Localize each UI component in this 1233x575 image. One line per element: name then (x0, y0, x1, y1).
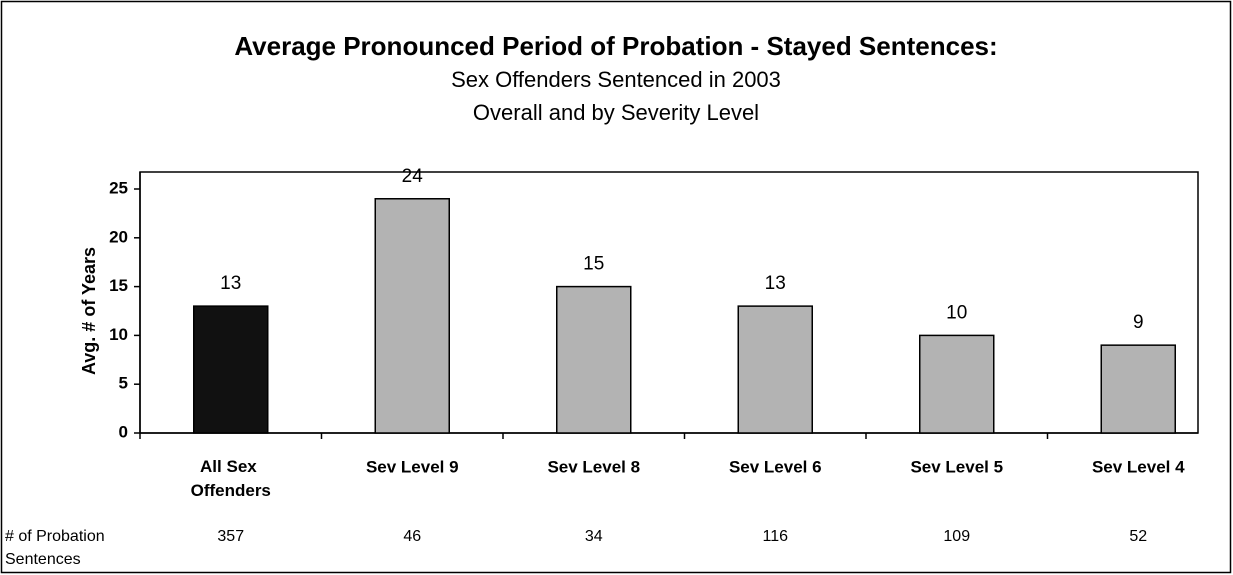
count: 52 (1129, 528, 1147, 545)
y-tick-label: 20 (109, 227, 128, 246)
chart-subtitle: Sex Offenders Sentenced in 2003 (451, 67, 781, 92)
data-label: 9 (1133, 312, 1144, 333)
bar (193, 305, 269, 434)
count: 109 (943, 528, 970, 545)
x-tick-label: Sev Level 6 (729, 457, 822, 476)
x-tick-label: All Sex Offenders (191, 457, 271, 500)
counts-label: # of Probation Sentences (5, 528, 109, 568)
y-axis-label: Avg. # of Years (79, 247, 99, 375)
x-tick-label: Sev Level 8 (547, 457, 640, 476)
data-label: 15 (583, 254, 604, 275)
bar (919, 334, 995, 434)
bar (374, 198, 450, 434)
y-tick-label: 15 (109, 276, 128, 295)
count: 34 (585, 528, 603, 545)
x-tick-label: Sev Level 9 (366, 457, 459, 476)
count: 357 (217, 528, 244, 545)
data-label: 24 (402, 166, 424, 187)
bar (737, 305, 813, 434)
chart-subtitle: Overall and by Severity Level (473, 100, 759, 125)
y-tick-label: 10 (109, 325, 128, 344)
x-tick-label: Sev Level 4 (1092, 457, 1185, 476)
y-tick-label: 25 (109, 178, 128, 197)
y-tick-label: 0 (119, 422, 128, 441)
chart-title: Average Pronounced Period of Probation -… (234, 31, 997, 61)
data-label: 13 (220, 273, 241, 294)
data-label: 10 (946, 302, 967, 323)
bar (556, 285, 632, 434)
x-tick-label: Sev Level 5 (910, 457, 1003, 476)
y-tick-label: 5 (119, 374, 128, 393)
bar (1100, 344, 1176, 434)
count: 46 (403, 528, 421, 545)
data-label: 13 (765, 273, 786, 294)
count: 116 (762, 528, 788, 545)
